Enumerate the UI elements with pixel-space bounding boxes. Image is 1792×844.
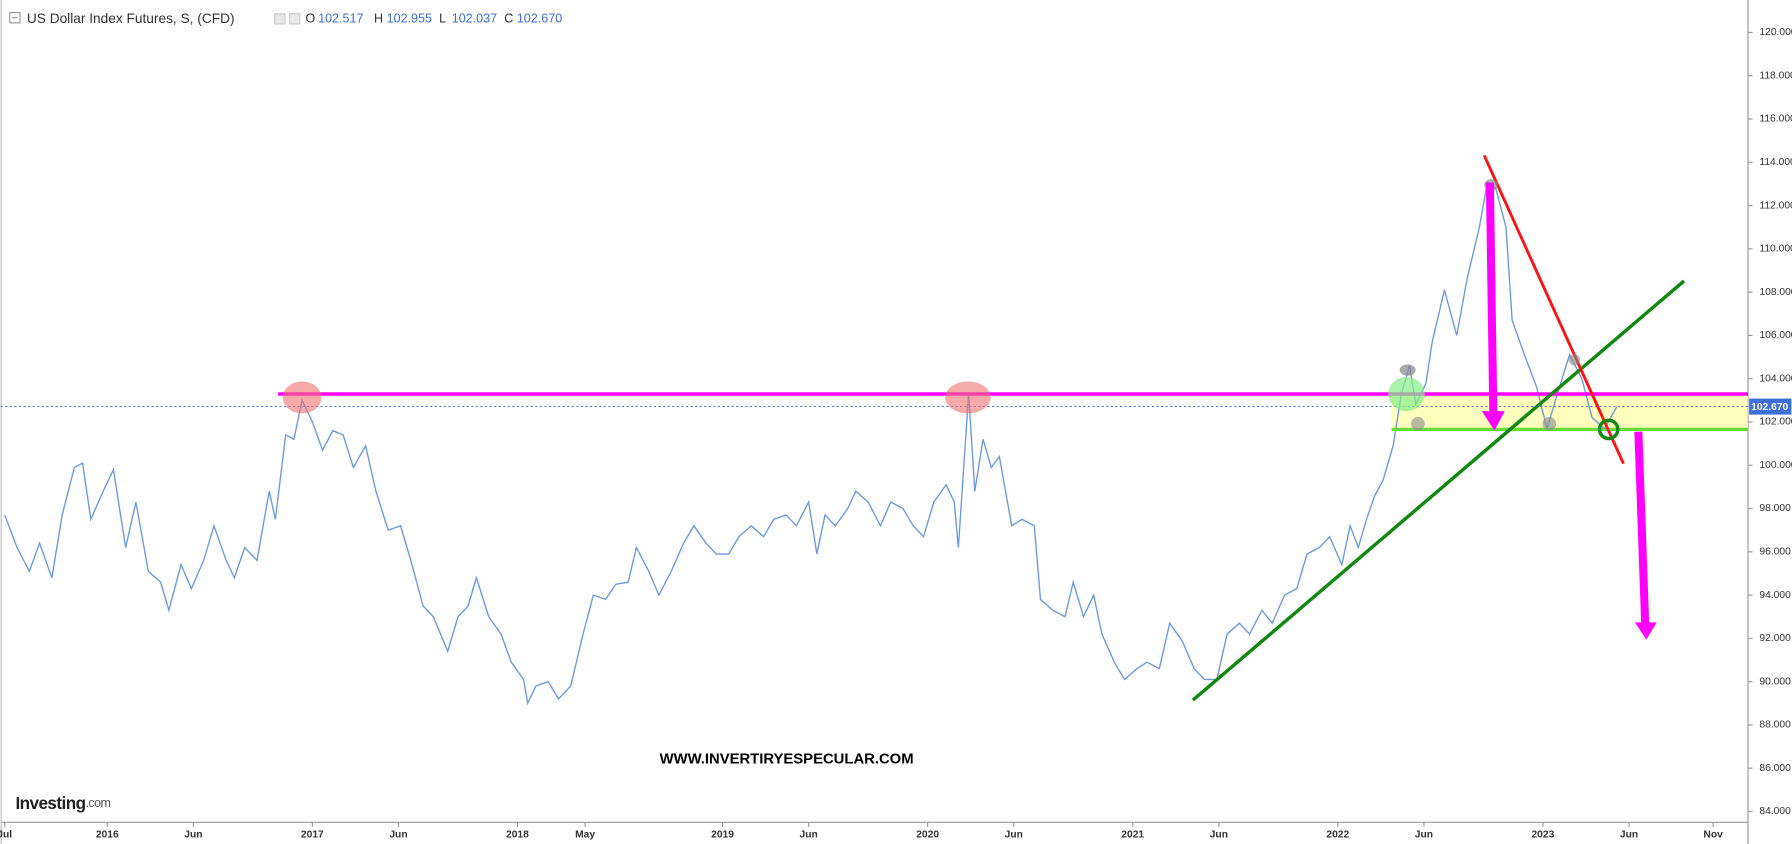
ohlc-key: L	[439, 12, 446, 26]
x-tick-label: Jun	[800, 830, 818, 841]
x-tick-label: May	[575, 830, 595, 841]
x-tick-label: Jun	[1620, 830, 1638, 841]
ohlc-key: H	[374, 12, 383, 26]
y-tick-label: 104.000	[1759, 373, 1792, 384]
breakout-marker	[1597, 418, 1620, 441]
y-tick-label: 96.000	[1759, 547, 1791, 558]
y-tick-label: 84.000	[1759, 806, 1791, 817]
x-tick-label: Jun	[184, 830, 202, 841]
y-tick-label: 92.000	[1759, 633, 1791, 644]
price-line	[4, 180, 1618, 706]
peak-marker	[945, 381, 991, 414]
x-tick-label: Jun	[1415, 830, 1433, 841]
y-tick-label: 110.000	[1759, 244, 1792, 255]
y-tick-label: 108.000	[1759, 287, 1792, 298]
y-tick-label: 86.000	[1759, 763, 1791, 774]
watermark: WWW.INVERTIRYESPECULAR.COM	[660, 751, 914, 767]
chart-title: US Dollar Index Futures, S, (CFD)	[27, 11, 235, 26]
pivot-marker	[1399, 364, 1416, 376]
x-tick-label: Jun	[1210, 830, 1228, 841]
x-tick-label: 2023	[1531, 830, 1554, 841]
zone-marker	[1388, 376, 1425, 412]
logo-suffix: .com	[86, 796, 111, 810]
x-tick-label: 2022	[1326, 830, 1349, 841]
x-tick-label: 2019	[711, 830, 734, 841]
y-tick-label: 116.000	[1759, 114, 1792, 125]
last-price-tag	[1749, 398, 1792, 415]
y-tick-label: 94.000	[1759, 590, 1791, 601]
y-tick-label: 102.000	[1759, 417, 1792, 428]
pivot-marker	[1568, 354, 1581, 366]
y-tick-label: 112.000	[1759, 200, 1792, 211]
x-tick-label: 2016	[96, 830, 119, 841]
collapse-icon[interactable]	[9, 11, 21, 24]
peak-marker	[282, 381, 322, 414]
downtrend-line	[1482, 154, 1625, 465]
logo-main: Investing	[15, 793, 85, 813]
ohlc-key: C	[504, 12, 513, 26]
x-tick-label: 2018	[506, 830, 529, 841]
x-tick-label: Jun	[389, 830, 407, 841]
settings-icon[interactable]	[274, 13, 286, 25]
y-tick-label: 120.000	[1759, 27, 1792, 38]
y-tick-label: 98.000	[1759, 503, 1791, 514]
y-tick-label: 90.000	[1759, 676, 1791, 687]
pivot-marker	[1411, 416, 1425, 431]
plot-area	[4, 180, 1618, 706]
arrow-shaft	[1485, 182, 1498, 414]
x-tick-label: Nov	[1703, 830, 1723, 841]
x-tick-label: 2020	[916, 830, 939, 841]
arrow-shaft	[1634, 431, 1650, 625]
x-tick-label: Jul	[0, 830, 12, 841]
arrow-head	[1481, 411, 1505, 431]
axes: 84.000 86.000 88.000 90.000 92.000 94.000 96.0…	[0, 27, 1792, 840]
ohlc-value: 102.955	[387, 12, 432, 26]
x-tick-label: Jun	[1005, 830, 1023, 841]
ohlc-value: 102.037	[452, 12, 497, 26]
ohlc-value: 102.517	[318, 12, 363, 26]
y-tick-label: 88.000	[1759, 720, 1791, 731]
y-tick-label: 118.000	[1759, 70, 1792, 81]
pivot-marker	[1542, 416, 1557, 431]
y-tick-label: 114.000	[1759, 157, 1792, 168]
arrow-head	[1634, 622, 1657, 640]
x-tick-label: 2021	[1121, 830, 1144, 841]
y-tick-label: 106.000	[1759, 330, 1792, 341]
ohlc-value: 102.670	[517, 12, 562, 26]
support-zone	[1391, 394, 1748, 430]
logo: Investing.com	[15, 793, 110, 813]
ohlc-legend: O 102.517 H 102.955 L 102.037 C 102.670	[306, 12, 563, 26]
hide-icon[interactable]	[288, 13, 301, 25]
y-tick-label: 100.000	[1759, 460, 1792, 471]
x-tick-label: 2017	[301, 830, 324, 841]
ohlc-key: O	[306, 12, 316, 26]
uptrend-line	[1191, 279, 1686, 702]
last-price-label: 102.670	[1751, 402, 1788, 413]
